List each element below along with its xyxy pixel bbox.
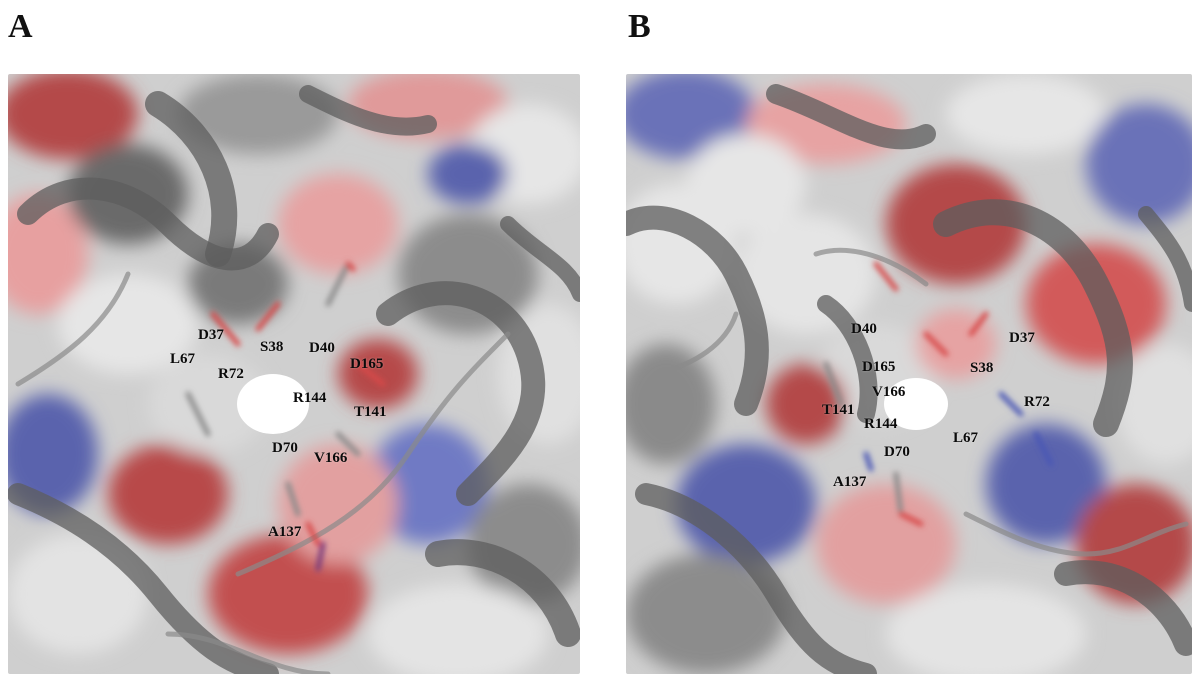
panel-a-label-d40: D40 (309, 340, 335, 356)
panel-a-svg (8, 74, 580, 674)
panel-b-label-a137: A137 (833, 474, 867, 490)
panel-b-letter: B (628, 8, 651, 45)
panel-b-label-t141: T141 (822, 402, 855, 418)
panel-b-label-r144: R144 (864, 416, 898, 432)
panel-a-structure-image: D37 S38 D40 D165 L67 R72 R144 T141 D70 V… (8, 74, 580, 674)
panel-a-label-s38: S38 (260, 339, 284, 355)
panel-a-label-d165: D165 (350, 356, 384, 372)
panel-b-label-r72: R72 (1024, 394, 1050, 410)
panel-a-label-d37: D37 (198, 327, 224, 343)
panel-a-label-l67: L67 (170, 351, 196, 367)
panel-b-label-l67: L67 (953, 430, 979, 446)
panel-b-label-v166: V166 (872, 384, 906, 400)
panel-b-svg (626, 74, 1192, 674)
panel-a-label-r144: R144 (293, 390, 327, 406)
panel-b-label-d70: D70 (884, 444, 910, 460)
panel-a-label-d70: D70 (272, 440, 298, 456)
panel-b-label-d37: D37 (1009, 330, 1035, 346)
panel-b-structure-image: D40 D37 D165 S38 V166 R72 T141 R144 L67 … (626, 74, 1192, 674)
panel-b-label-d165: D165 (862, 359, 896, 375)
panel-a-label-t141: T141 (354, 404, 387, 420)
panel-a-label-v166: V166 (314, 450, 348, 466)
panel-a-label-r72: R72 (218, 366, 244, 382)
panel-b-label-d40: D40 (851, 321, 877, 337)
panel-a-label-a137: A137 (268, 524, 302, 540)
panel-b-label-s38: S38 (970, 360, 994, 376)
panel-a-letter: A (8, 8, 33, 45)
